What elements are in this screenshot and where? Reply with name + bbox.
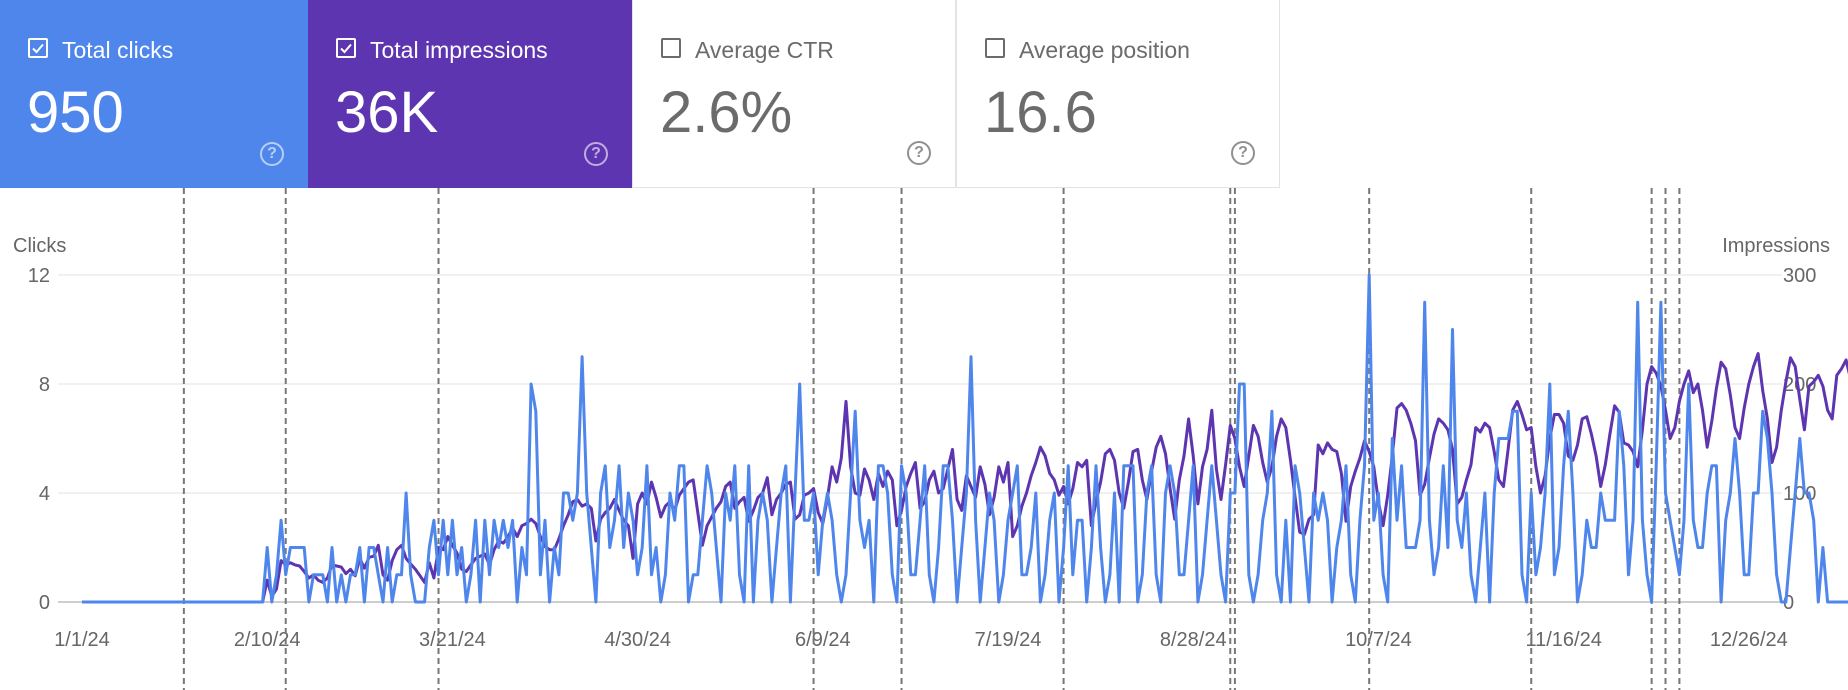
- x-tick-label: 7/19/24: [975, 629, 1042, 651]
- x-tick-label: 6/9/24: [795, 629, 851, 651]
- help-icon[interactable]: ?: [907, 141, 931, 165]
- checkbox-unchecked-icon[interactable]: [985, 38, 1005, 58]
- x-tick-label: 8/28/24: [1160, 629, 1227, 651]
- card-value: 16.6: [984, 80, 1097, 145]
- help-icon[interactable]: ?: [260, 142, 284, 166]
- x-tick-label: 11/16/24: [1525, 629, 1601, 651]
- total-impressions-card[interactable]: Total impressions 36K ?: [308, 0, 632, 188]
- help-icon[interactable]: ?: [584, 142, 608, 166]
- metric-cards: Total clicks 950 ? Total impressions 36K…: [0, 0, 1280, 188]
- x-tick-label: 4/30/24: [604, 629, 671, 651]
- card-label: Total clicks: [62, 37, 174, 63]
- help-icon[interactable]: ?: [1231, 141, 1255, 165]
- card-value: 950: [27, 80, 124, 145]
- right-tick-label: 100: [1783, 483, 1816, 505]
- left-tick-label: 4: [39, 483, 50, 505]
- card-label: Average CTR: [695, 37, 834, 63]
- right-tick-label: 300: [1783, 265, 1816, 287]
- card-value: 36K: [335, 80, 439, 145]
- card-label: Total impressions: [370, 37, 548, 63]
- average-position-card[interactable]: Average position 16.6 ?: [956, 0, 1280, 188]
- right-axis-title: Impressions: [1722, 235, 1830, 257]
- left-tick-label: 12: [28, 265, 50, 287]
- x-tick-label: 1/1/24: [54, 629, 110, 651]
- average-ctr-card[interactable]: Average CTR 2.6% ?: [632, 0, 956, 188]
- left-axis-title: Clicks: [13, 235, 66, 257]
- total-clicks-card[interactable]: Total clicks 950 ?: [0, 0, 308, 188]
- x-tick-label: 12/26/24: [1710, 629, 1788, 651]
- right-tick-label: 0: [1783, 592, 1794, 614]
- checkbox-checked-icon[interactable]: [28, 38, 48, 58]
- checkbox-unchecked-icon[interactable]: [661, 38, 681, 58]
- left-tick-label: 8: [39, 374, 50, 396]
- card-value: 2.6%: [660, 80, 793, 145]
- checkbox-checked-icon[interactable]: [336, 38, 356, 58]
- card-label: Average position: [1019, 37, 1190, 63]
- left-tick-label: 0: [39, 592, 50, 614]
- x-tick-label: 2/10/24: [234, 629, 301, 651]
- series-line-clicks: [82, 273, 1848, 604]
- x-tick-label: 10/7/24: [1345, 629, 1412, 651]
- x-tick-label: 3/21/24: [419, 629, 486, 651]
